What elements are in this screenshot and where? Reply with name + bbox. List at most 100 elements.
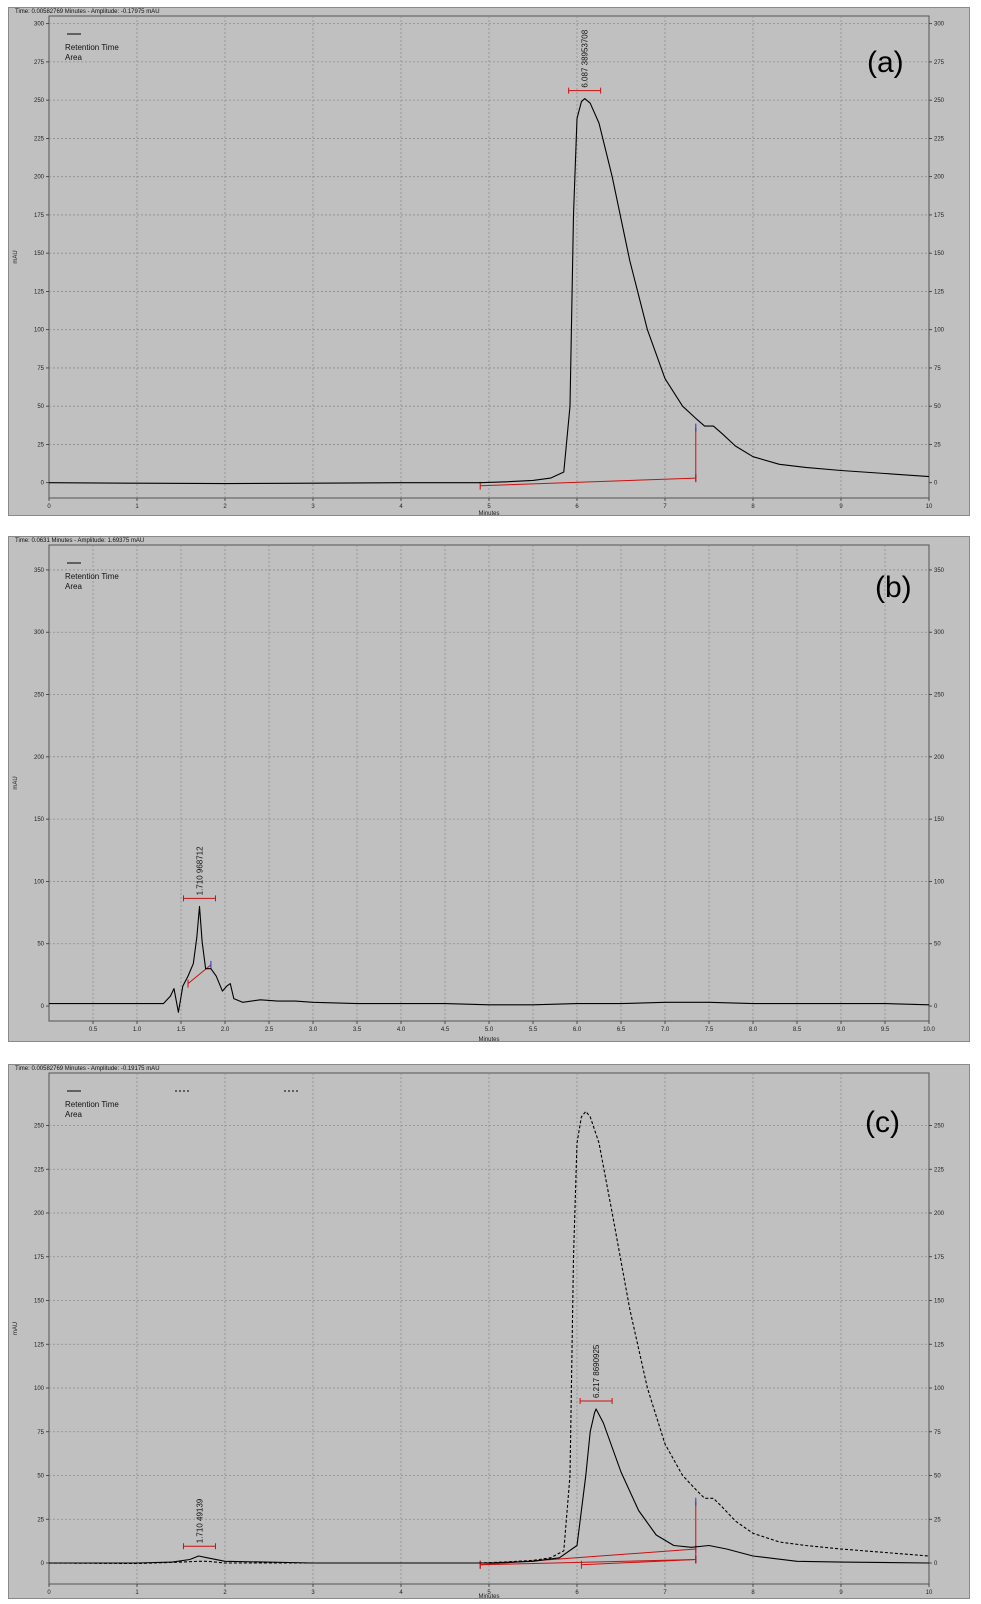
y-tick-label-right: 150 xyxy=(934,1299,945,1305)
y-tick-label-right: 100 xyxy=(934,328,945,334)
panel-tag: (a) xyxy=(867,46,904,79)
x-tick-label: 9 xyxy=(839,504,843,510)
y-tick-label: 175 xyxy=(34,1255,45,1261)
y-tick-label: 300 xyxy=(34,22,45,28)
y-tick-label: 150 xyxy=(34,817,45,823)
y-tick-label-right: 50 xyxy=(934,404,941,410)
y-tick-label: 125 xyxy=(34,1342,45,1348)
y-tick-label-right: 200 xyxy=(934,1211,945,1217)
y-tick-label-right: 125 xyxy=(934,289,945,295)
y-tick-label: 25 xyxy=(37,442,44,448)
y-axis-label: mAU xyxy=(13,250,19,263)
y-tick-label-right: 50 xyxy=(934,1474,941,1480)
legend-entry: Area xyxy=(65,582,82,591)
integration-baseline xyxy=(480,1559,696,1566)
y-tick-label: 50 xyxy=(37,942,44,948)
chromatogram-trace xyxy=(49,905,930,1013)
chart-panel-a: 0 1 2 3 4 5 6 7 8 9 10 0 0 25 25 50 50 75 75 100 100 125 125 15… xyxy=(8,7,970,517)
x-tick-label: 10 xyxy=(926,1590,933,1596)
y-tick-label-right: 100 xyxy=(934,1386,945,1392)
peak-label: 1.710 968712 xyxy=(195,846,204,895)
x-tick-label: 8.5 xyxy=(793,1027,802,1033)
x-tick-label: 5.0 xyxy=(485,1027,494,1033)
y-tick-label-right: 25 xyxy=(934,1517,941,1523)
x-tick-label: 8 xyxy=(751,504,755,510)
chromatogram-trace xyxy=(48,98,930,485)
chromatogram-trace-dashed xyxy=(48,1110,930,1565)
x-tick-label: 6 xyxy=(575,504,579,510)
peak-label: 6.087 38953708 xyxy=(581,29,590,87)
y-tick-label: 50 xyxy=(37,404,44,410)
y-tick-label: 0 xyxy=(41,1004,45,1010)
y-tick-label-right: 50 xyxy=(934,942,941,948)
y-tick-label-right: 350 xyxy=(934,568,945,574)
y-tick-label: 100 xyxy=(34,328,45,334)
x-tick-label: 2 xyxy=(223,504,227,510)
x-tick-label: 4.5 xyxy=(441,1027,450,1033)
x-tick-label: 10.0 xyxy=(923,1027,935,1033)
x-tick-label: 2.0 xyxy=(221,1027,230,1033)
peak-label: 6.217 8690925 xyxy=(592,1344,601,1398)
x-tick-label: 9.5 xyxy=(881,1027,890,1033)
y-tick-label: 0 xyxy=(41,481,45,487)
y-tick-label-right: 300 xyxy=(934,630,945,636)
x-tick-label: 10 xyxy=(926,504,933,510)
x-tick-label: 5.5 xyxy=(529,1027,538,1033)
x-axis-label: Minutes xyxy=(478,1037,499,1043)
y-tick-label: 50 xyxy=(37,1474,44,1480)
y-tick-label: 100 xyxy=(34,1386,45,1392)
y-tick-label-right: 75 xyxy=(934,366,941,372)
y-axis-label: mAU xyxy=(13,776,19,789)
y-tick-label-right: 275 xyxy=(934,60,945,66)
y-tick-label: 75 xyxy=(37,1430,44,1436)
integration-baseline xyxy=(187,964,212,984)
y-tick-label: 100 xyxy=(34,879,45,885)
y-tick-label-right: 200 xyxy=(934,175,945,181)
x-tick-label: 1.0 xyxy=(133,1027,142,1033)
y-tick-label-right: 225 xyxy=(934,136,945,142)
y-tick-label: 250 xyxy=(34,693,45,699)
y-tick-label: 75 xyxy=(37,366,44,372)
x-tick-label: 4 xyxy=(399,1590,403,1596)
y-tick-label-right: 0 xyxy=(934,1561,938,1567)
y-tick-label-right: 200 xyxy=(934,755,945,761)
x-tick-label: 6.5 xyxy=(617,1027,626,1033)
x-tick-label: 6.0 xyxy=(573,1027,582,1033)
x-tick-label: 4.0 xyxy=(397,1027,406,1033)
y-tick-label-right: 225 xyxy=(934,1167,945,1173)
y-axis-label: mAU xyxy=(13,1322,19,1335)
y-tick-label: 200 xyxy=(34,1211,45,1217)
legend-entry: Retention Time xyxy=(65,43,119,52)
x-tick-label: 7 xyxy=(663,1590,667,1596)
x-tick-label: 1 xyxy=(135,1590,139,1596)
y-tick-label: 225 xyxy=(34,136,45,142)
y-tick-label-right: 0 xyxy=(934,481,938,487)
y-tick-label-right: 250 xyxy=(934,1124,945,1130)
y-tick-label: 250 xyxy=(34,98,45,104)
y-tick-label: 225 xyxy=(34,1167,45,1173)
y-tick-label: 175 xyxy=(34,213,45,219)
x-tick-label: 0 xyxy=(47,1590,51,1596)
x-tick-label: 5 xyxy=(487,504,491,510)
x-tick-label: 0.5 xyxy=(89,1027,98,1033)
y-tick-label: 150 xyxy=(34,1299,45,1305)
y-tick-label-right: 0 xyxy=(934,1004,938,1010)
y-tick-label: 0 xyxy=(41,1561,45,1567)
x-tick-label: 7 xyxy=(663,504,667,510)
x-tick-label: 7.0 xyxy=(661,1027,670,1033)
x-tick-label: 3 xyxy=(311,1590,315,1596)
x-tick-label: 6 xyxy=(575,1590,579,1596)
x-tick-label: 8 xyxy=(751,1590,755,1596)
cursor-readout: Time: 0.00582769 Minutes - Amplitude: -0… xyxy=(15,1066,160,1072)
y-tick-label-right: 300 xyxy=(934,22,945,28)
y-tick-label: 125 xyxy=(34,289,45,295)
x-tick-label: 2.5 xyxy=(265,1027,274,1033)
integration-baseline xyxy=(480,477,696,487)
x-axis-label: Minutes xyxy=(478,1594,499,1600)
x-tick-label: 0 xyxy=(47,504,51,510)
y-tick-label-right: 125 xyxy=(934,1342,945,1348)
x-tick-label: 3.0 xyxy=(309,1027,318,1033)
integration-baseline xyxy=(581,1559,696,1566)
